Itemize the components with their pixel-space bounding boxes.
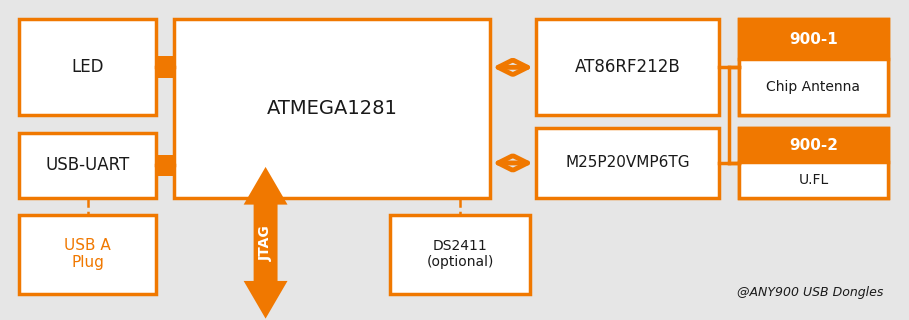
Bar: [739, 19, 888, 116]
Text: USB-UART: USB-UART: [45, 156, 130, 174]
Text: JTAG: JTAG: [258, 225, 273, 261]
Text: 900-1: 900-1: [789, 32, 838, 46]
Text: @ANY900 USB Dongles: @ANY900 USB Dongles: [737, 286, 884, 299]
Bar: [156, 56, 175, 78]
Text: AT86RF212B: AT86RF212B: [574, 58, 680, 76]
Bar: [156, 155, 175, 176]
Text: 900-2: 900-2: [789, 138, 838, 153]
Text: Chip Antenna: Chip Antenna: [766, 80, 861, 94]
Polygon shape: [244, 167, 287, 319]
Bar: [535, 19, 719, 116]
Text: LED: LED: [72, 58, 104, 76]
Text: ATMEGA1281: ATMEGA1281: [266, 99, 397, 118]
Text: USB A
Plug: USB A Plug: [65, 238, 111, 270]
Bar: [535, 128, 719, 198]
Text: DS2411
(optional): DS2411 (optional): [426, 239, 494, 269]
Bar: [739, 128, 888, 198]
Text: M25P20VMP6TG: M25P20VMP6TG: [565, 156, 690, 171]
Bar: [174, 19, 490, 198]
Bar: [739, 162, 888, 198]
Bar: [19, 133, 156, 198]
Bar: [739, 19, 888, 59]
Bar: [739, 128, 888, 162]
Bar: [19, 214, 156, 294]
Bar: [390, 214, 530, 294]
Text: U.FL: U.FL: [798, 173, 828, 187]
Bar: [19, 19, 156, 116]
Bar: [739, 59, 888, 116]
